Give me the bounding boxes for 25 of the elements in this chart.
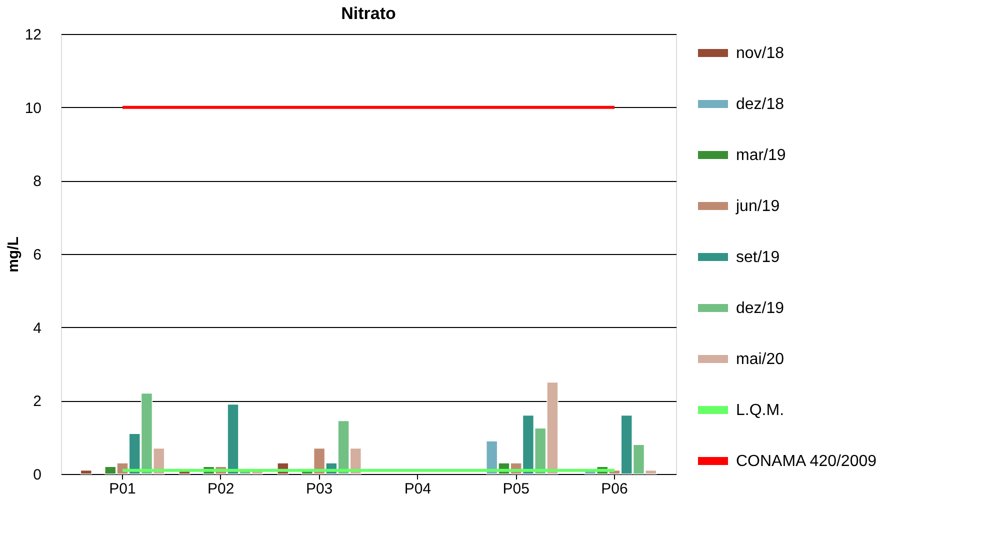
x-tick-label: P03 <box>306 480 333 498</box>
legend-label: mai/20 <box>736 351 784 368</box>
x-tick-label: P04 <box>404 480 432 498</box>
y-tick-label: 4 <box>33 320 42 337</box>
legend-label: jun/19 <box>735 198 780 215</box>
legend-label: CONAMA 420/2009 <box>736 453 877 470</box>
legend-label: set/19 <box>736 249 780 266</box>
legend-label: mar/19 <box>736 147 786 164</box>
y-tick-label: 10 <box>24 100 42 117</box>
legend-label: L.Q.M. <box>736 402 784 419</box>
chart-title: Nitrato <box>341 4 396 23</box>
y-tick-label: 12 <box>24 26 42 44</box>
legend-label: nov/18 <box>736 45 784 62</box>
y-axis-title: mg/L <box>4 236 22 272</box>
x-tick-label: P05 <box>502 480 530 498</box>
legend-label: dez/18 <box>736 96 784 113</box>
x-tick-label: P06 <box>601 480 628 498</box>
bar <box>80 470 92 474</box>
legend-label: dez/19 <box>736 300 784 317</box>
y-tick-label: 2 <box>33 393 42 410</box>
x-tick-label: P01 <box>109 480 136 498</box>
y-tick-label: 8 <box>33 173 42 190</box>
y-tick-label: 6 <box>33 246 42 264</box>
x-tick-label: P02 <box>208 480 234 498</box>
y-tick-label: 0 <box>33 466 42 484</box>
